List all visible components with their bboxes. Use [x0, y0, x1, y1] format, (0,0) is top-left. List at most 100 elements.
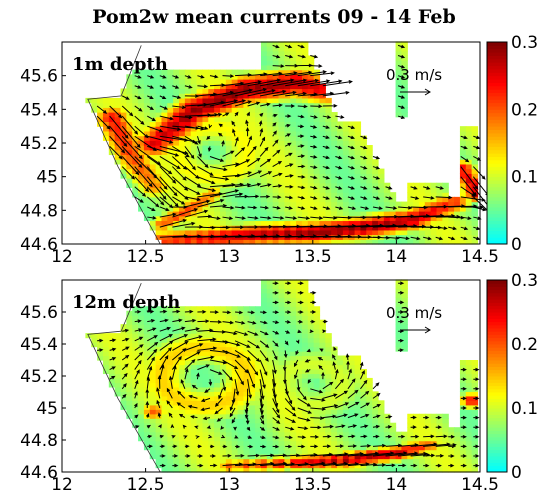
- speed-cell: [179, 196, 186, 203]
- speed-cell: [196, 351, 204, 357]
- speed-cell: [173, 337, 180, 343]
- colorbar-band: [487, 350, 507, 355]
- current-arrow: [322, 175, 331, 180]
- speed-cell: [313, 328, 321, 334]
- speed-cell: [342, 431, 350, 437]
- current-arrow: [234, 379, 240, 396]
- speed-cell: [249, 449, 256, 455]
- speed-cell: [331, 368, 338, 375]
- speed-cell: [237, 135, 245, 141]
- speed-cell: [155, 333, 163, 339]
- speed-cell: [442, 220, 449, 226]
- speed-cell: [471, 409, 479, 415]
- current-arrow: [222, 453, 232, 458]
- speed-cell: [202, 431, 209, 437]
- speed-cell: [167, 404, 174, 410]
- speed-cell: [325, 409, 332, 415]
- speed-cell: [184, 145, 192, 151]
- speed-cell: [307, 458, 315, 464]
- speed-cell: [342, 458, 350, 464]
- speed-cell: [307, 206, 315, 212]
- speed-cell: [138, 422, 145, 428]
- speed-cell: [319, 431, 326, 437]
- speed-cell: [319, 368, 326, 375]
- speed-cell: [354, 135, 362, 141]
- speed-cell: [255, 225, 262, 231]
- speed-cell: [143, 346, 151, 352]
- speed-cell: [138, 373, 145, 379]
- speed-cell: [313, 449, 321, 455]
- current-arrow: [284, 152, 293, 157]
- speed-cell: [266, 149, 274, 156]
- speed-cell: [418, 413, 426, 419]
- current-arrow: [121, 346, 130, 351]
- colorbar-band: [487, 369, 507, 374]
- speed-cell: [372, 409, 379, 415]
- current-arrow: [285, 320, 292, 324]
- current-arrow: [272, 453, 287, 458]
- speed-cell: [348, 173, 356, 179]
- speed-cell: [284, 418, 291, 424]
- speed-cell: [360, 201, 367, 207]
- current-arrow: [310, 185, 318, 190]
- current-arrow: [134, 319, 142, 323]
- speed-cell: [307, 431, 315, 437]
- speed-cell: [459, 182, 467, 189]
- speed-cell: [284, 400, 291, 406]
- speed-cell: [313, 225, 321, 231]
- speed-cell: [331, 154, 338, 160]
- current-arrow: [310, 416, 325, 420]
- speed-cell: [138, 382, 145, 388]
- speed-cell: [167, 220, 174, 226]
- colorbar-band: [487, 299, 507, 303]
- current-arrow: [310, 425, 322, 430]
- speed-cell: [471, 173, 479, 179]
- speed-cell: [313, 116, 321, 123]
- speed-cell: [249, 220, 256, 226]
- speed-cell: [290, 64, 297, 71]
- current-arrow: [285, 70, 313, 77]
- speed-cell: [237, 337, 245, 343]
- speed-cell: [284, 440, 291, 446]
- speed-cell: [465, 364, 473, 370]
- speed-cell: [220, 315, 227, 321]
- speed-cell: [173, 319, 180, 325]
- current-arrow: [272, 44, 280, 49]
- speed-cell: [97, 102, 104, 108]
- speed-cell: [290, 149, 297, 156]
- speed-cell: [307, 418, 315, 424]
- speed-cell: [342, 159, 350, 165]
- speed-cell: [290, 206, 297, 212]
- speed-cell: [138, 121, 145, 127]
- speed-cell: [249, 154, 256, 160]
- speed-cell: [132, 163, 139, 170]
- speed-cell: [190, 324, 198, 330]
- colorbar-band: [487, 223, 507, 228]
- speed-cell: [296, 306, 303, 312]
- current-arrow: [322, 125, 330, 129]
- speed-cell: [418, 454, 426, 460]
- speed-cell: [266, 301, 274, 307]
- speed-cell: [231, 211, 239, 217]
- colorbar-band: [487, 240, 507, 245]
- speed-cell: [266, 130, 274, 137]
- speed-cell: [225, 220, 233, 226]
- speed-cell: [313, 373, 321, 379]
- speed-cell: [202, 467, 209, 473]
- speed-cell: [208, 168, 215, 174]
- speed-cell: [184, 458, 192, 464]
- speed-cell: [290, 333, 297, 339]
- speed-cell: [202, 182, 209, 189]
- colorbar-band: [487, 139, 507, 144]
- current-arrow: [335, 390, 349, 399]
- current-arrow: [96, 105, 108, 114]
- speed-cell: [290, 422, 297, 428]
- current-arrow: [398, 338, 405, 343]
- speed-cell: [167, 163, 174, 170]
- speed-cell: [296, 97, 303, 104]
- speed-cell: [413, 440, 420, 446]
- current-arrow: [335, 176, 343, 180]
- speed-cell: [179, 154, 186, 160]
- current-arrow: [122, 337, 130, 342]
- speed-cell: [114, 355, 122, 361]
